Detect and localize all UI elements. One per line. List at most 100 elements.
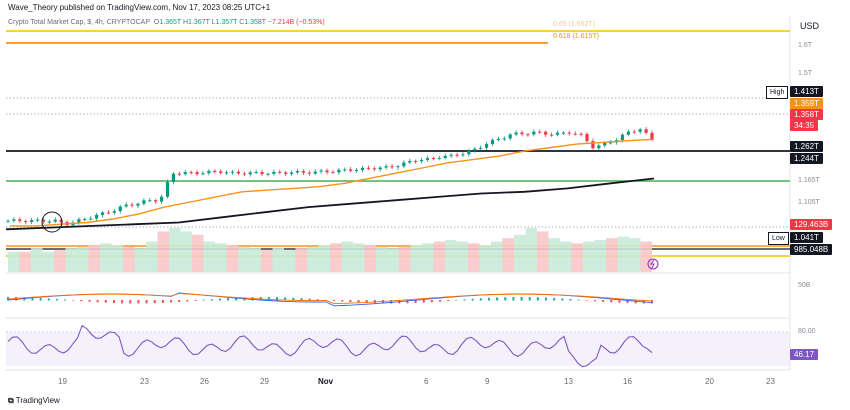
macd-histogram-bar (292, 297, 295, 301)
change-value: −7.214B (−0.53%) (267, 19, 325, 26)
candle-body (319, 170, 323, 172)
macd-histogram-bar (72, 300, 75, 301)
tradingview-logo[interactable]: ⧉ TradingView (8, 396, 60, 406)
low-price-tag: 1.041T (790, 232, 823, 243)
tv-logo-icon: ⧉ (8, 396, 14, 405)
candle-body (585, 134, 589, 142)
macd-histogram-bar (528, 297, 531, 301)
macd-histogram-bar (112, 300, 115, 304)
volume-bar (640, 241, 652, 272)
volume-bar (571, 243, 583, 272)
tick-1-105t: 1.105T (798, 199, 820, 206)
candle-body (189, 172, 193, 174)
candle-body (83, 218, 87, 220)
macd-histogram-bar (121, 300, 124, 304)
candle-body (142, 200, 146, 204)
candle-body (555, 132, 560, 135)
volume-bar (537, 231, 549, 272)
candle-body (609, 142, 613, 144)
candle-body (160, 196, 164, 202)
candle-body (230, 171, 235, 173)
date-nov: Nov (318, 377, 334, 386)
volume-bar (8, 251, 20, 272)
date-20: 20 (705, 377, 714, 386)
volume-bar (583, 241, 595, 272)
candle-body (455, 154, 459, 156)
tick-1-165t: 1.165T (798, 177, 820, 184)
footer-brand: TradingView (15, 396, 60, 405)
macd-histogram-bar (577, 299, 580, 301)
volume-bar (215, 243, 227, 272)
macd-histogram-bar (276, 297, 279, 301)
candle-body (307, 172, 311, 174)
macd-histogram-bar (406, 300, 409, 304)
date-23b: 23 (766, 377, 775, 386)
candle-body (443, 155, 447, 158)
candle-body (461, 154, 465, 156)
candle-body (177, 173, 181, 175)
macd-histogram-bar (316, 299, 319, 301)
candle-body (171, 173, 176, 183)
candle-body (431, 158, 435, 160)
candle-body (289, 172, 294, 174)
volume-bar (31, 248, 43, 272)
macd-histogram-bar (137, 300, 140, 304)
macd-histogram-bar (545, 297, 548, 301)
candle-body (254, 172, 258, 174)
candle-body (549, 134, 554, 136)
candle-body (479, 147, 483, 149)
candle-body (6, 220, 10, 222)
candle-body (419, 159, 424, 162)
candle-body (644, 129, 648, 133)
macd-histogram-bar (585, 300, 588, 301)
date-29: 29 (260, 377, 269, 386)
candle-body (236, 171, 241, 174)
candle-body (425, 158, 430, 160)
volume-bar (54, 250, 66, 272)
high-value: 1.367T (188, 19, 210, 26)
symbol-name: Crypto Total Market Cap, $, 4h, CRYPTOCA… (8, 19, 151, 26)
candle-body (343, 169, 347, 171)
volume-bar (318, 245, 330, 272)
volume-bar (456, 241, 468, 272)
candle-body (183, 172, 187, 175)
volume-bar (330, 243, 342, 272)
macd-histogram-bar (80, 300, 83, 302)
low-label: L (211, 19, 216, 26)
candle-body (124, 204, 128, 207)
candle-body (24, 221, 28, 223)
macd-histogram-bar (626, 300, 629, 304)
candle-body (396, 166, 400, 168)
candle-body (278, 171, 282, 173)
macd-histogram-bar (284, 297, 287, 301)
macd-histogram-bar (414, 300, 417, 304)
open-value: 1.365T (159, 19, 182, 26)
candle-body (620, 134, 625, 141)
close-label: C (239, 19, 245, 26)
macd-histogram-bar (202, 299, 205, 301)
candle-body (496, 139, 500, 141)
volume-bar (502, 238, 514, 272)
macd-histogram-bar (553, 297, 556, 301)
macd-histogram-bar (186, 300, 189, 302)
candle-body (195, 172, 199, 175)
volume-bar (157, 231, 169, 272)
volume-bar (560, 241, 572, 272)
currency-label[interactable]: USD (800, 21, 820, 31)
macd-histogram-bar (471, 298, 474, 301)
close-value: 1.358T (244, 19, 266, 26)
candle-body (118, 206, 122, 212)
candle-body (12, 219, 16, 221)
candle-body (325, 170, 329, 173)
candle-body (313, 171, 317, 174)
macd-histogram-bar (439, 300, 442, 302)
date-16: 16 (623, 377, 632, 386)
candle-body (136, 203, 140, 206)
candle-body (225, 172, 229, 174)
macd-histogram-bar (64, 299, 67, 301)
candle-body (360, 167, 365, 170)
macd-histogram-bar (31, 297, 34, 301)
macd-histogram-bar (487, 297, 490, 301)
circle-marker (41, 211, 63, 233)
